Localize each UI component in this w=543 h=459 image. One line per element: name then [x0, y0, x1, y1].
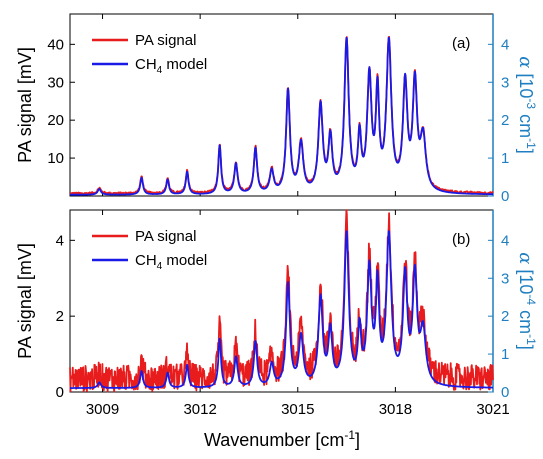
x-tick-label-1: 3012	[183, 401, 216, 418]
y-tick-label-1-2: 4	[56, 232, 64, 249]
panel-b-right-ylabel: α [10-4 cm-1]	[515, 252, 538, 350]
series-line-1-0	[69, 209, 494, 393]
panel-b-ticks: 0 2 4 0 1 2 3 4	[56, 210, 509, 401]
panel-a-ylabel: PA signal [mV]	[15, 47, 35, 163]
legend-a-model-label: CH4 model	[135, 56, 207, 76]
y-tick-label-1-1: 2	[56, 308, 64, 325]
y-tick-label-0-2: 30	[47, 74, 64, 91]
x-axis-label: Wavenumber [cm-1]	[204, 428, 360, 450]
panel-a-label: (a)	[452, 35, 470, 52]
right-tick-label-1-2: 2	[501, 308, 509, 325]
right-tick-label-0-3: 3	[501, 74, 509, 91]
right-tick-label-0-1: 1	[501, 150, 509, 167]
right-tick-label-0-2: 2	[501, 112, 509, 129]
panel-a-ticks: 10 20 30 40 0 1 2 3 4	[47, 14, 509, 205]
series-line-1-1	[69, 230, 494, 390]
x-tick-label-3: 3018	[379, 401, 412, 418]
right-tick-label-1-0: 0	[501, 384, 509, 401]
x-tick-labels: 3009 3012 3015 3018 3021	[86, 401, 510, 418]
panel-a-legend: PA signal CH4 model	[92, 32, 207, 76]
x-tick-label-4: 3021	[476, 401, 509, 418]
legend-b-pa-label: PA signal	[135, 228, 196, 245]
panel-b-label: (b)	[452, 231, 470, 248]
panel-a-frame	[69, 13, 494, 197]
y-tick-label-0-1: 20	[47, 112, 64, 129]
panel-a-lines	[69, 35, 494, 196]
y-tick-label-0-0: 10	[47, 150, 64, 167]
right-tick-label-0-0: 0	[501, 188, 509, 205]
panel-b-ylabel: PA signal [mV]	[15, 243, 35, 359]
panel-b: 0 2 4 0 1 2 3 4 (b) PA signal CH4 model PA sign…	[15, 209, 538, 401]
panel-b-lines	[69, 209, 494, 393]
right-tick-label-1-3: 3	[501, 270, 509, 287]
legend-b-model-label: CH4 model	[135, 252, 207, 272]
right-tick-label-1-1: 1	[501, 346, 509, 363]
panel-a-right-ylabel: α [10-3 cm-1]	[515, 56, 538, 154]
panel-a: 10 20 30 40 0 1 2 3 4 (a) PA signal CH4 model PA…	[15, 13, 538, 205]
right-tick-label-0-4: 4	[501, 36, 509, 53]
panel-b-legend: PA signal CH4 model	[92, 228, 207, 272]
y-tick-label-0-3: 40	[47, 36, 64, 53]
x-tick-label-0: 3009	[86, 401, 119, 418]
right-tick-label-1-4: 4	[501, 232, 509, 249]
series-line-0-1	[69, 36, 494, 196]
legend-a-pa-label: PA signal	[135, 32, 196, 49]
series-line-0-0	[69, 35, 494, 196]
y-tick-label-1-0: 0	[56, 384, 64, 401]
x-tick-label-2: 3015	[281, 401, 314, 418]
